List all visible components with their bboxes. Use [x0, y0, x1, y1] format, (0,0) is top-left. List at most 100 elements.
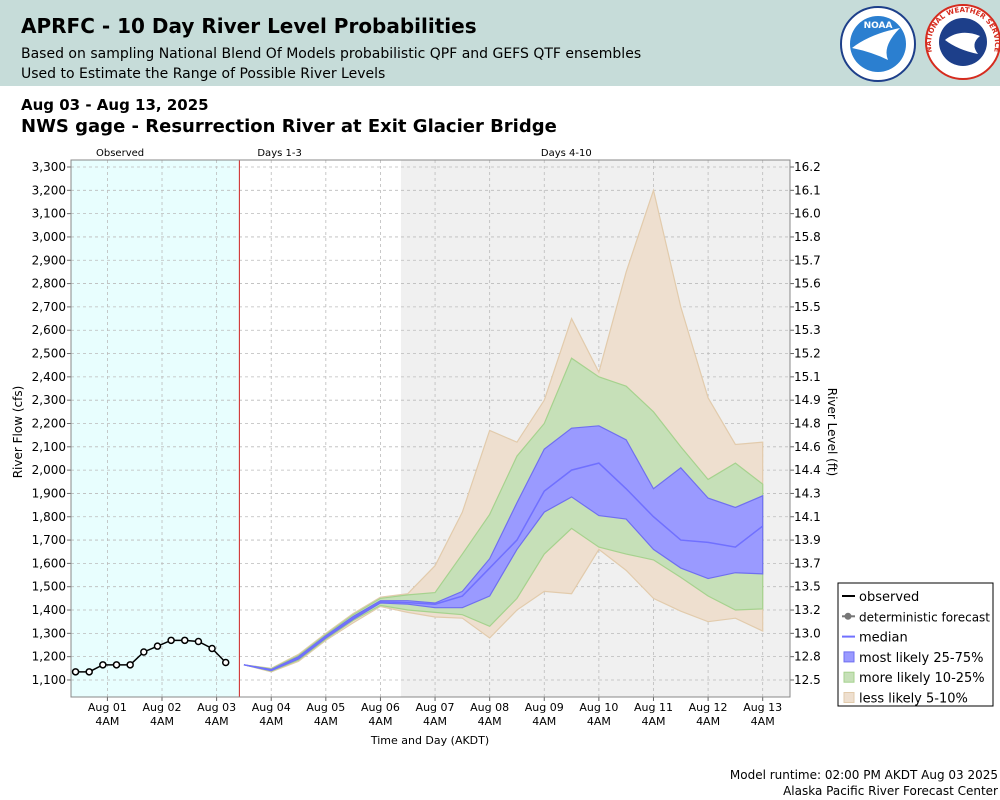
y-tick-label: 2,400 — [32, 370, 66, 384]
y-tick-label: 3,300 — [32, 160, 66, 174]
logo-cloud — [945, 32, 980, 54]
y2-tick-label: 15.1 — [794, 370, 821, 384]
footer: Alaska Pacific River Forecast Center — [783, 784, 998, 798]
x-tick-label: Aug 02 4AM — [142, 701, 182, 728]
y2-tick-label: 13.5 — [794, 580, 821, 594]
y-tick-label: 2,500 — [32, 347, 66, 361]
observed-point — [153, 642, 162, 650]
x-tick-label: Aug 12 4AM — [688, 701, 728, 728]
x-tick-label: Aug 01 4AM — [87, 701, 127, 728]
y-tick-label: 2,200 — [32, 416, 66, 430]
y2-tick-label: 13.0 — [794, 626, 821, 640]
legend-swatch — [843, 671, 855, 683]
x-tick-label: Aug 09 4AM — [524, 701, 564, 728]
y2-tick-label: 16.1 — [794, 183, 821, 197]
observed-point — [140, 648, 148, 656]
y2-tick-label: 16.0 — [794, 207, 821, 221]
observed-point — [99, 661, 107, 669]
y2-tick-label: 13.9 — [794, 533, 821, 547]
y-tick-label: 1,200 — [32, 650, 66, 664]
noaa-logo: NOAA — [840, 6, 916, 82]
y2-tick-label: 15.2 — [794, 347, 821, 361]
legend-label: observed — [859, 590, 919, 605]
y-tick-label: 3,100 — [32, 207, 66, 221]
y-tick-label: 3,200 — [32, 183, 66, 197]
region-label: Days 4-10 — [541, 148, 592, 159]
observed-point — [85, 668, 93, 676]
legend: observed deterministic forecast median most… — [837, 582, 994, 707]
y-tick-label: 1,900 — [32, 486, 66, 500]
legend-swatch — [843, 692, 855, 703]
x-axis-label: Time and Day (AKDT) — [370, 734, 489, 747]
plot-frame — [70, 159, 791, 698]
observed-point — [167, 636, 175, 645]
observed-point — [181, 636, 189, 645]
y2-tick-label: 14.4 — [794, 463, 821, 477]
y2-tick-label: 15.3 — [794, 323, 821, 337]
footer: Model runtime: 02:00 PM AKDT Aug 03 2025 — [730, 768, 998, 782]
y-tick-label: 1,100 — [32, 673, 66, 687]
y2-tick-label: 16.2 — [794, 160, 821, 174]
y2-axis-label: River Level (ft) — [825, 388, 839, 476]
legend-swatch — [844, 612, 852, 620]
nws-logo: NATIONAL WEATHER SERVICE — [925, 4, 1000, 80]
date-range: Aug 03 - Aug 13, 2025 — [21, 96, 209, 114]
y-tick-label: 1,300 — [32, 626, 66, 640]
legend-label: deterministic forecast — [859, 610, 990, 624]
legend-label: median — [859, 631, 908, 646]
y2-tick-label: 14.9 — [794, 393, 821, 407]
legend-label: less likely 5-10% — [859, 692, 968, 707]
x-tick-label: Aug 05 4AM — [306, 701, 346, 728]
y2-tick-label: 14.8 — [794, 416, 821, 430]
header-band — [0, 0, 1000, 86]
y2-tick-label: 13.7 — [794, 556, 821, 570]
gage-name: NWS gage - Resurrection River at Exit Gl… — [21, 116, 557, 137]
y-tick-label: 1,500 — [32, 580, 66, 594]
observed-point — [71, 668, 80, 676]
probability-band — [243, 425, 764, 672]
y-tick-label: 2,300 — [32, 393, 66, 407]
x-tick-label: Aug 11 4AM — [633, 701, 673, 728]
observed-point — [126, 661, 134, 669]
x-tick-label: Aug 08 4AM — [470, 701, 510, 728]
x-tick-label: Aug 10 4AM — [579, 701, 619, 728]
legend-label: most likely 25-75% — [859, 651, 983, 666]
y-axis-label: River Flow (cfs) — [11, 386, 25, 479]
observed-point — [221, 658, 230, 667]
legend-swatch — [843, 651, 855, 663]
forecast-region — [71, 160, 240, 697]
y-tick-label: 1,400 — [32, 603, 66, 617]
title: APRFC - 10 Day River Level Probabilities — [21, 14, 477, 38]
y2-tick-label: 15.8 — [794, 230, 821, 244]
y-tick-label: 1,800 — [32, 510, 66, 524]
logo-text: NOAA — [864, 21, 893, 31]
observed-point — [208, 644, 216, 653]
y-tick-label: 3,000 — [32, 230, 66, 244]
observed-point — [194, 637, 203, 646]
region-label: Days 1-3 — [257, 148, 301, 159]
x-tick-label: Aug 07 4AM — [415, 701, 455, 728]
logo-bird — [852, 28, 900, 60]
y-tick-label: 2,800 — [32, 277, 66, 291]
y2-tick-label: 15.5 — [794, 300, 821, 314]
y-tick-label: 2,900 — [32, 253, 66, 267]
median-line — [243, 462, 764, 671]
y2-tick-label: 15.7 — [794, 253, 821, 267]
y-tick-label: 2,700 — [32, 300, 66, 314]
y-tick-label: 2,600 — [32, 323, 66, 337]
y2-tick-label: 13.2 — [794, 603, 821, 617]
region-label: Observed — [96, 148, 144, 159]
y-tick-label: 2,100 — [32, 440, 66, 454]
x-tick-label: Aug 13 4AM — [743, 701, 783, 728]
y2-tick-label: 12.8 — [794, 650, 821, 664]
x-tick-label: Aug 06 4AM — [360, 701, 400, 728]
legend-box — [837, 582, 994, 707]
y2-tick-label: 14.6 — [794, 440, 821, 454]
legend-label: more likely 10-25% — [859, 671, 985, 686]
y-tick-label: 2,000 — [32, 463, 66, 477]
observed-point — [112, 661, 121, 669]
forecast-region — [239, 160, 401, 697]
x-tick-label: Aug 04 4AM — [251, 701, 291, 728]
subtitle: Based on sampling National Blend Of Mode… — [21, 46, 641, 62]
